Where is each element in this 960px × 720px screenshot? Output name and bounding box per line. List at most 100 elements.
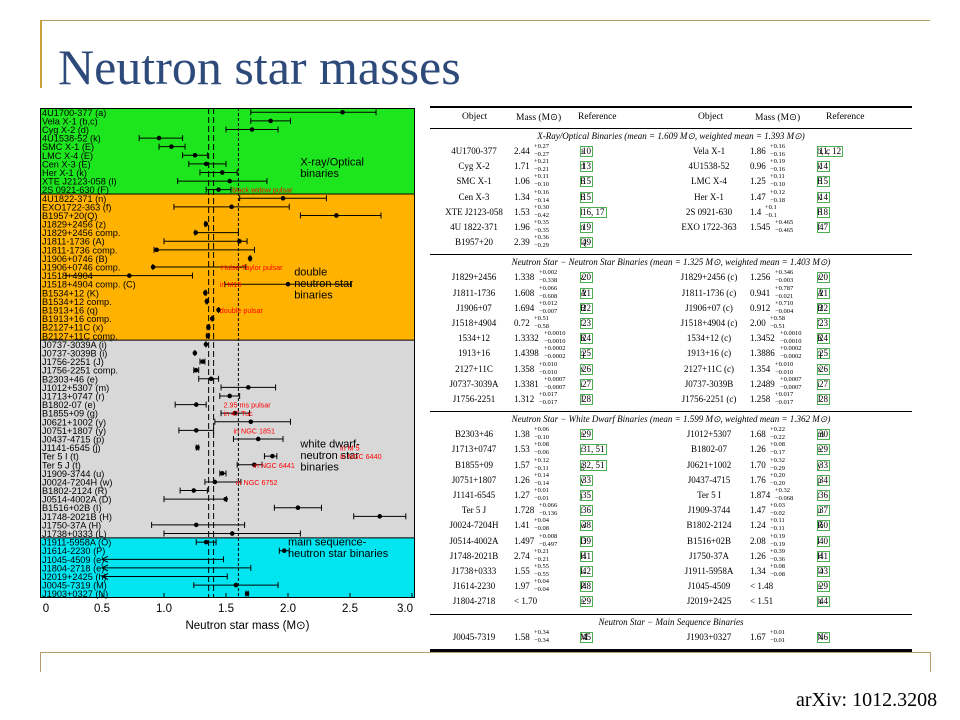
object-name: J1748-2021B (449, 550, 499, 561)
mass-error-minus: −0.36 (770, 555, 786, 563)
header-cell: Mass (M⊙) (755, 113, 801, 123)
ref-number: 32, 51 (580, 459, 607, 471)
mass-error-plus: +0.710 (775, 299, 794, 307)
ref-number: 50 (817, 520, 830, 532)
object-name: J1903+0327 (686, 631, 732, 642)
object-name: J1909-3744 (687, 505, 731, 516)
table-row: Cen X-3 1.34 +0.16 −0.14 E 15 Her X-1 1.47 +0.1… (430, 188, 912, 205)
mass-value: 1.338 (514, 272, 535, 283)
mass-value: 1.71 (514, 161, 530, 172)
point-label: J0737-3039A (i) (42, 340, 107, 350)
mass-error-minus: −0.16 (770, 151, 786, 158)
mass-error-plus: +0.0010 (544, 330, 566, 338)
data-point (216, 307, 221, 313)
table-row: J0737-3039A 1.3381 +0.0007 −0.0007 i 27 J0737… (430, 376, 912, 392)
table-top-rule (430, 106, 912, 108)
annotation: in NGC 6440 (340, 452, 382, 461)
citation: arXiv: 1012.3208 (796, 689, 938, 711)
point-label: J1756-2251 (J) (42, 357, 104, 367)
object-name: Cyg X-2 (458, 161, 490, 172)
mass-value: 1.4 (750, 206, 762, 217)
ref-number: 18 (817, 206, 830, 218)
point-label: B1913+16 (q) (42, 306, 98, 316)
table-row: Cyg X-2 1.71 +0.21 −0.21 d 13 4U1538-52 0.96 +0… (430, 158, 912, 174)
x-tick-label: 3.0 (397, 603, 413, 615)
object-name: 4U1700-377 (451, 146, 497, 156)
group-label: binaries (294, 290, 333, 302)
header-cell: Object (462, 112, 488, 122)
data-point (219, 471, 225, 476)
ref-number: 27 (580, 378, 593, 390)
ref-number: 26 (580, 363, 593, 375)
mass-error-minus: −0.06 (534, 449, 550, 457)
accent-bar (40, 20, 42, 88)
ref-number: 22 (580, 302, 593, 314)
ref-letter: e (817, 444, 821, 455)
data-point (208, 376, 214, 382)
data-point (209, 316, 215, 321)
point-label: B2127+11C (x) (42, 323, 103, 333)
object-name: B1802-07 (691, 444, 727, 455)
object-name: J0751+1807 (451, 474, 497, 485)
point-label: LMC X-4 (E) (42, 151, 93, 161)
data-point (223, 496, 228, 502)
point-label: J1750-37A (H) (42, 520, 101, 530)
mass-error-plus: +0.12 (770, 188, 786, 196)
object-name: J1738+0333 (451, 566, 497, 576)
annotation: in M15 (220, 280, 242, 289)
mass-error-plus: +0.51 (534, 315, 550, 322)
data-point (237, 238, 242, 244)
table-row: J1811-1736 1.608 +0.066 −0.608 A 21 J1811-173… (430, 285, 912, 301)
ref-letter: B (817, 302, 824, 313)
upper-limit-arrow (100, 555, 109, 563)
ref-letter: i (817, 378, 820, 389)
mass-error-minus: −0.02 (770, 510, 786, 518)
ref-letter: k (817, 191, 822, 202)
ref-letter: b, c (817, 146, 830, 156)
object-name: J1804-2718 (452, 596, 496, 607)
data-point (244, 591, 250, 597)
mass-error-minus: −0.017 (539, 399, 558, 406)
mass-error-minus: −0.21 (534, 166, 550, 174)
mass-value: < 1.51 (750, 596, 774, 607)
mass-value: 1.24 (750, 520, 766, 531)
group-label: double (294, 267, 327, 279)
annotation: in M 5 (340, 444, 360, 453)
point-label: J0514-4002A (D) (42, 495, 111, 505)
mass-value: 1.68 (750, 429, 766, 440)
mass-error-plus: +0.465 (775, 219, 794, 226)
mass-error-minus: −0.608 (539, 292, 558, 300)
mass-value: 1.34 (514, 191, 530, 202)
table-bottom-rule (430, 649, 912, 652)
mass-error-minus: −0.08 (534, 525, 550, 533)
ref-number: 39 (580, 535, 593, 547)
mass-value: 1.3452 (750, 333, 775, 344)
mass-value: 1.47 (750, 191, 766, 202)
data-point (249, 127, 255, 132)
mass-error-plus: +0.34 (534, 628, 550, 636)
data-point (377, 514, 383, 519)
mass-error-plus: +0.36 (534, 234, 550, 242)
mass-value: 1.728 (514, 505, 535, 516)
mass-error-minus: −0.068 (775, 495, 794, 502)
object-name: J1141-6545 (452, 490, 496, 500)
table-header: Object Mass (M⊙) Reference Object Mass (M⊙) R… (430, 110, 912, 126)
point-label: J1829+2456 (z) (42, 220, 106, 230)
ref-letter: x (817, 363, 822, 374)
group-label: binaries (300, 462, 339, 474)
mass-error-plus: +0.11 (770, 517, 785, 525)
ref-number: 48 (580, 581, 593, 593)
mass-error-minus: −0.27 (534, 151, 550, 158)
mass-error-minus: −0.19 (770, 540, 786, 548)
mass-error-plus: +0.08 (770, 563, 786, 570)
mass-error-plus: +0.12 (534, 456, 550, 464)
ref-letter: y (817, 459, 822, 470)
ref-number: 41 (817, 550, 830, 562)
point-label: J1909-3744 (u) (42, 469, 104, 479)
section-rule (430, 613, 912, 615)
object-name: J1750-37A (689, 550, 729, 561)
data-point (285, 281, 291, 287)
mass-error-minus: −0.11 (770, 525, 785, 533)
point-label: J1756-2251 comp. (42, 366, 118, 376)
object-name: J0045-7319 (452, 631, 496, 642)
